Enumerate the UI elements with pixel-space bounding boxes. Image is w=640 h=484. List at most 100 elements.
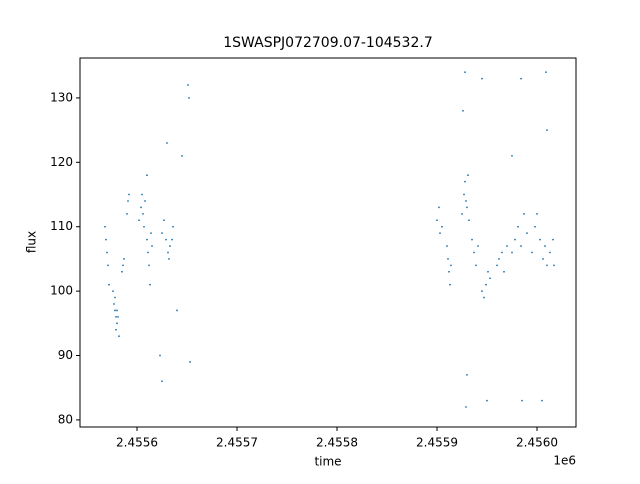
data-point — [461, 212, 463, 215]
data-point — [104, 225, 106, 228]
data-point — [116, 309, 118, 312]
y-tick-label: 80 — [58, 412, 73, 426]
data-point — [165, 238, 167, 241]
data-point — [161, 232, 163, 235]
data-point — [123, 258, 125, 260]
data-point — [172, 225, 174, 228]
data-point — [520, 245, 522, 247]
data-point — [465, 406, 467, 408]
data-point — [477, 245, 479, 247]
data-point — [485, 283, 487, 286]
data-point — [116, 322, 118, 325]
data-point — [473, 251, 475, 254]
data-point — [141, 193, 143, 196]
data-point — [113, 303, 115, 305]
data-point — [487, 270, 489, 273]
data-point — [481, 290, 483, 293]
data-point — [189, 361, 191, 363]
data-point — [521, 399, 523, 402]
data-point — [163, 219, 165, 222]
data-point — [108, 283, 110, 286]
data-point — [107, 264, 109, 267]
data-point — [464, 71, 466, 74]
x-tick-label: 2.4557 — [216, 436, 258, 450]
data-point — [446, 245, 448, 247]
data-point — [546, 129, 548, 132]
data-point — [542, 258, 544, 260]
data-point — [483, 296, 485, 299]
data-point — [468, 219, 470, 222]
data-point — [118, 335, 120, 338]
data-point — [471, 238, 473, 241]
data-point — [523, 212, 525, 215]
data-point — [511, 251, 513, 254]
y-axis-label: flux — [25, 231, 39, 253]
data-point — [148, 264, 150, 267]
data-point — [122, 264, 124, 267]
data-point — [549, 251, 551, 254]
data-point — [142, 212, 144, 215]
data-point — [536, 212, 538, 215]
data-point — [436, 219, 438, 222]
y-tick-label: 130 — [50, 90, 73, 104]
data-point — [106, 251, 108, 254]
data-point — [552, 238, 554, 241]
data-point — [138, 219, 140, 222]
data-point — [149, 283, 151, 286]
y-tick-label: 90 — [58, 348, 73, 362]
data-point — [127, 200, 129, 202]
data-point — [166, 142, 168, 144]
data-point — [121, 270, 123, 273]
x-tick-label: 2.4556 — [116, 436, 158, 450]
data-point — [517, 225, 519, 228]
data-point — [450, 264, 452, 267]
data-point — [161, 380, 163, 383]
data-point — [506, 245, 508, 247]
data-point — [511, 154, 513, 157]
data-point — [475, 264, 477, 267]
data-point — [486, 399, 488, 402]
chart-title: 1SWASPJ072709.07-104532.7 — [223, 35, 432, 51]
data-point — [489, 277, 491, 280]
data-point — [465, 200, 467, 202]
y-tick-label: 100 — [50, 284, 73, 298]
data-point — [169, 245, 171, 247]
data-point — [464, 180, 466, 183]
data-point — [187, 84, 189, 86]
data-point — [447, 258, 449, 260]
data-point — [115, 315, 117, 318]
data-point — [143, 225, 145, 228]
data-point — [439, 232, 441, 235]
data-point — [181, 154, 183, 157]
x-axis-label: time — [314, 455, 341, 469]
x-offset-label: 1e6 — [553, 454, 576, 468]
data-point — [463, 193, 465, 196]
data-point — [541, 399, 543, 402]
plot-frame — [79, 57, 577, 428]
data-point — [146, 238, 148, 241]
y-tick-label: 120 — [50, 155, 73, 169]
data-point — [105, 238, 107, 241]
data-point — [520, 77, 522, 80]
data-point — [146, 174, 148, 177]
data-point — [545, 71, 547, 74]
data-point — [171, 238, 173, 241]
data-point — [496, 264, 498, 267]
data-point — [112, 290, 114, 293]
data-point — [544, 245, 546, 247]
data-point — [539, 238, 541, 241]
data-point — [140, 206, 142, 209]
data-point — [501, 251, 503, 254]
data-point — [466, 373, 468, 376]
data-point — [526, 232, 528, 235]
data-point — [553, 264, 555, 267]
x-tick-label: 2.4560 — [516, 436, 558, 450]
data-point — [498, 258, 500, 260]
data-point — [144, 200, 146, 202]
data-point — [117, 315, 119, 318]
y-tick-label: 110 — [50, 219, 73, 233]
x-tick-label: 2.4558 — [316, 436, 358, 450]
data-point — [531, 251, 533, 254]
data-point — [481, 77, 483, 80]
